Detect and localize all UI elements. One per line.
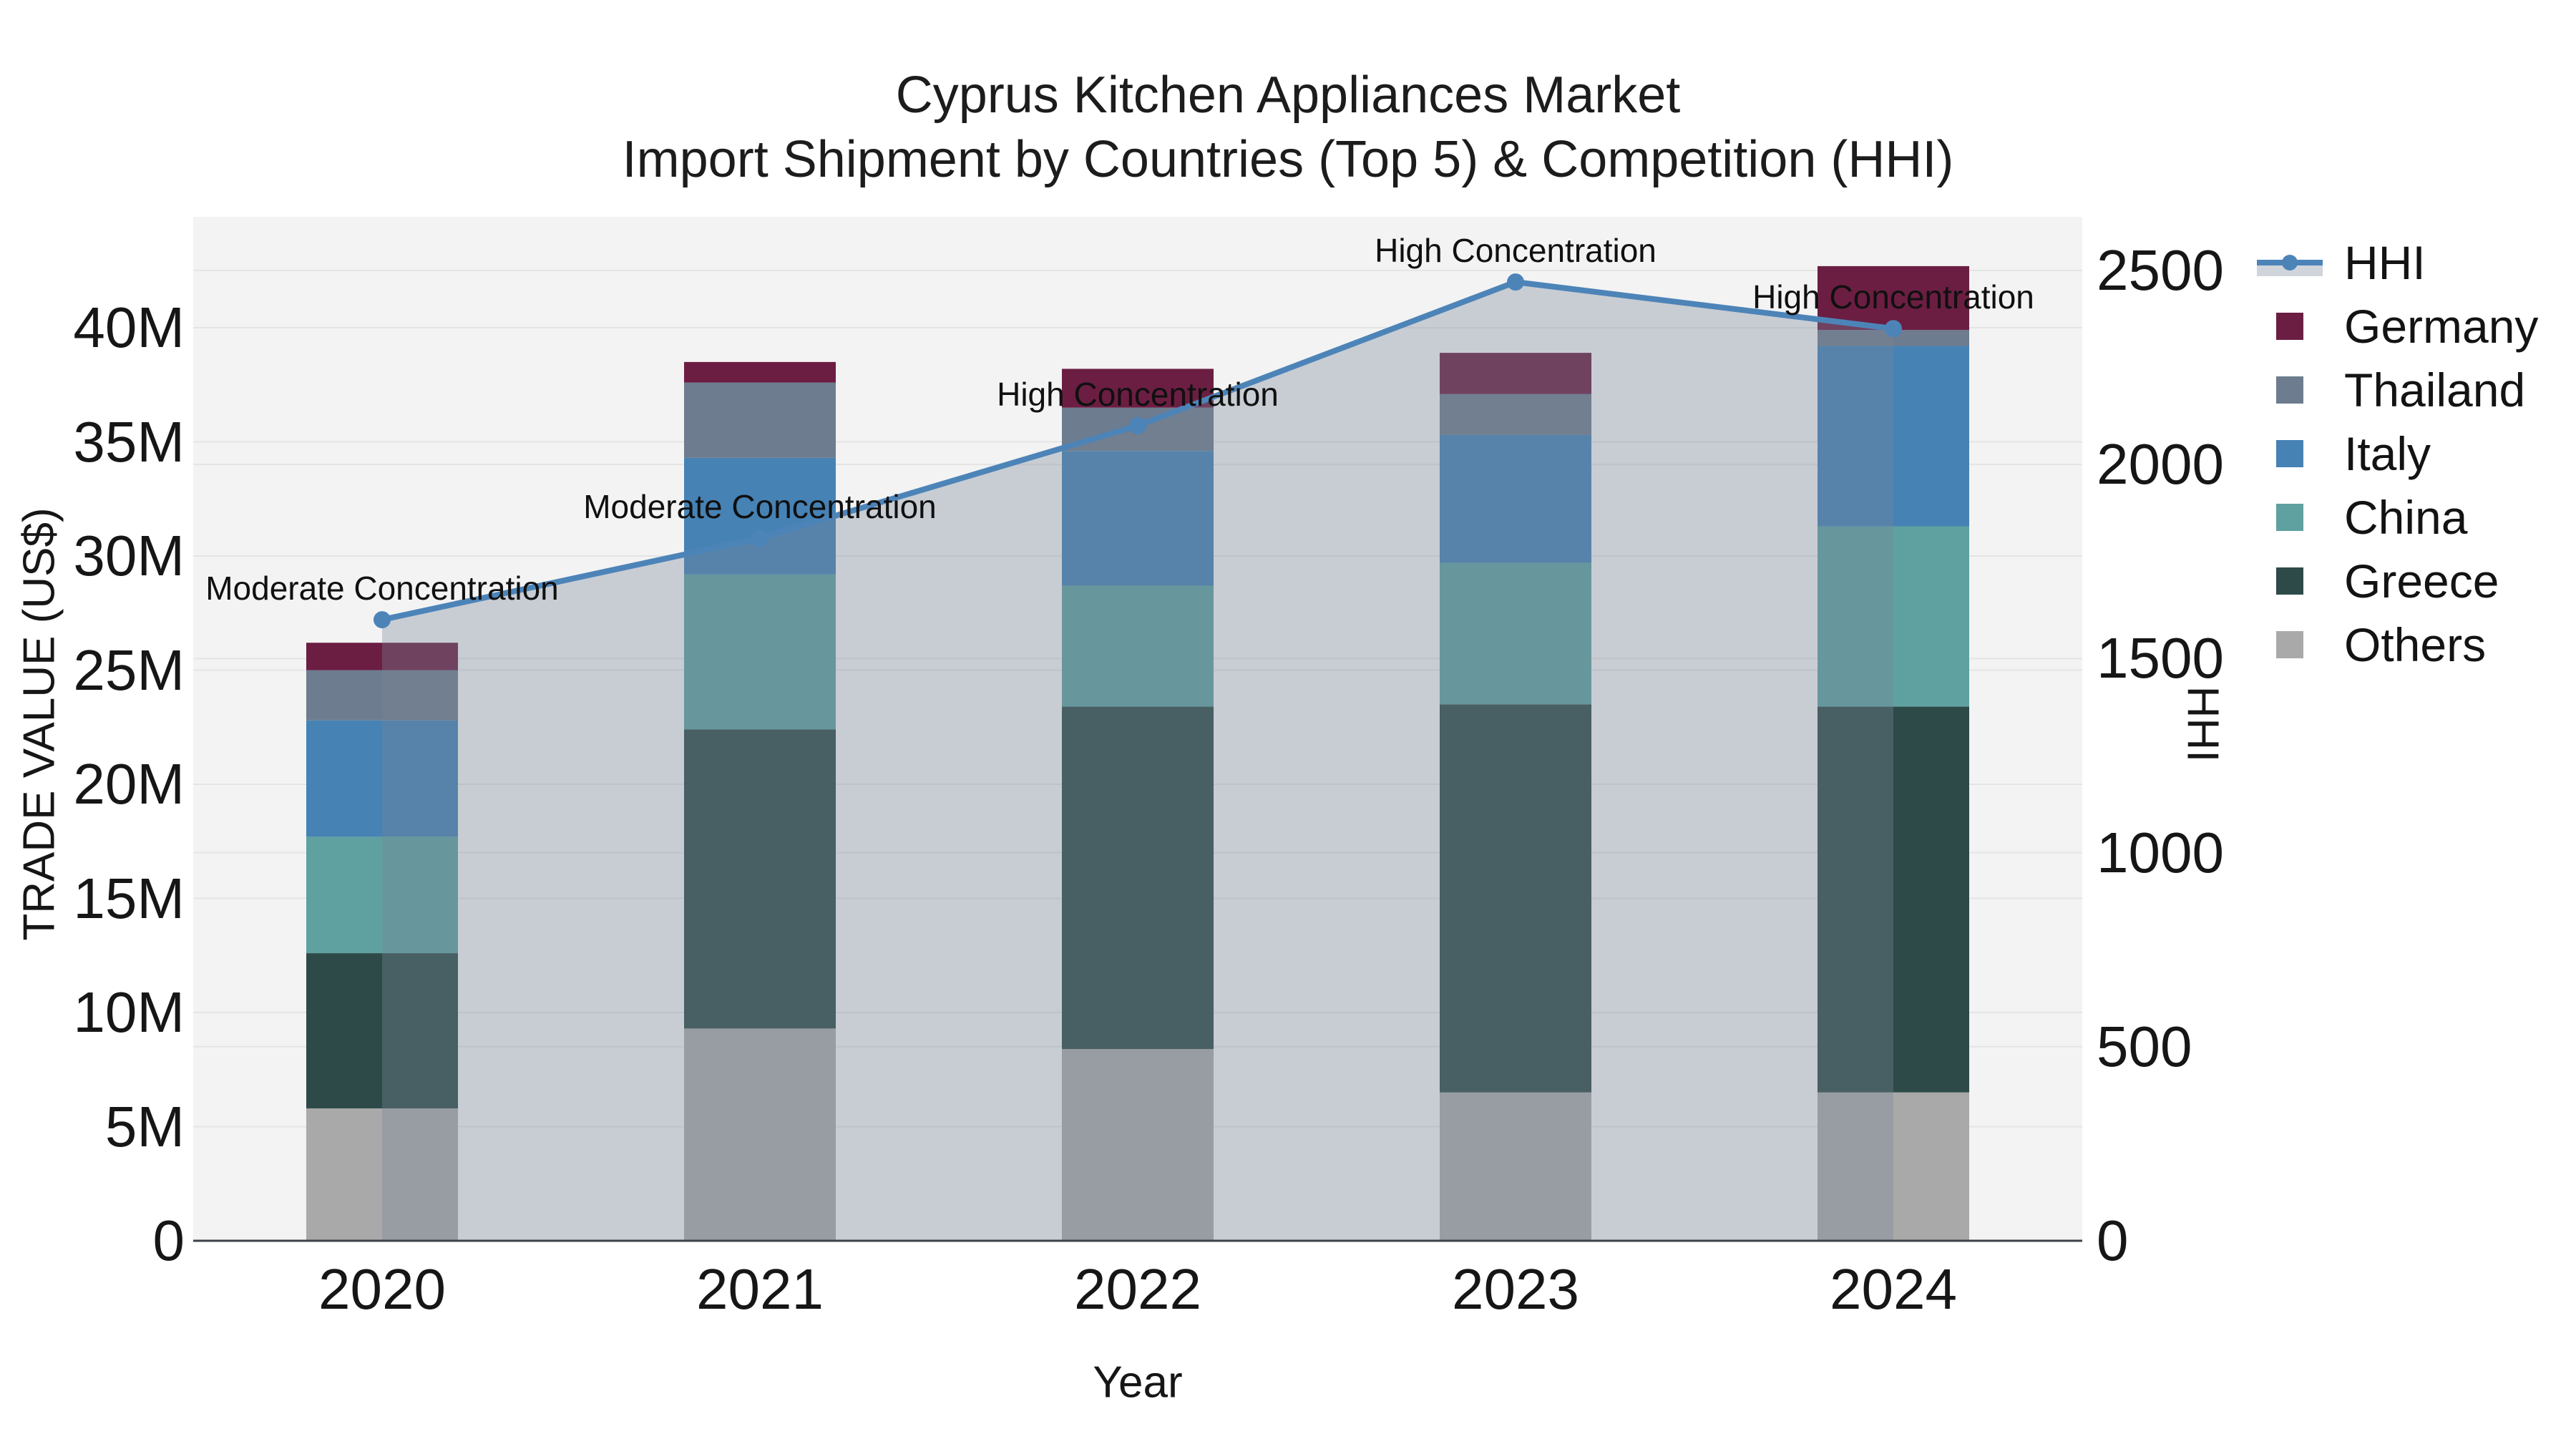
y1-tick-label-40M: 40M <box>73 296 185 360</box>
china-swatch-icon <box>2254 503 2326 531</box>
y2-tick-label-1000: 1000 <box>2097 820 2224 884</box>
hhi-line-sample-icon <box>2254 248 2326 277</box>
y1-tick-label-35M: 35M <box>73 409 185 474</box>
bar-2023-thailand[interactable] <box>1440 394 1591 435</box>
y1-tick-label-20M: 20M <box>73 752 185 816</box>
legend-label: HHI <box>2344 235 2426 289</box>
legend-item-greece[interactable]: Greece <box>2254 549 2538 613</box>
y1-tick-label-15M: 15M <box>73 866 185 930</box>
bar-2023-greece[interactable] <box>1440 704 1591 1093</box>
bar-2021-greece[interactable] <box>684 729 836 1029</box>
x-tick-label-2023: 2023 <box>1452 1257 1579 1321</box>
y2-tick-label-2000: 2000 <box>2097 432 2224 497</box>
germany-swatch-icon <box>2254 312 2326 340</box>
legend-item-others[interactable]: Others <box>2254 613 2538 676</box>
bar-2024-china[interactable] <box>1818 526 1969 707</box>
y1-tick-label-5M: 5M <box>104 1094 185 1158</box>
bar-2020-others[interactable] <box>306 1108 458 1241</box>
bar-2023-germany[interactable] <box>1440 353 1591 394</box>
y-axis-title-left: TRADE VALUE (US$) <box>14 507 64 941</box>
bar-2020-thailand[interactable] <box>306 670 458 721</box>
bar-2021-italy[interactable] <box>684 457 836 575</box>
greece-swatch-icon <box>2254 567 2326 595</box>
bar-2023-others[interactable] <box>1440 1092 1591 1241</box>
legend-label: Germany <box>2344 299 2539 353</box>
legend-label: Italy <box>2344 426 2431 480</box>
bar-2022-others[interactable] <box>1062 1049 1214 1241</box>
bar-2022-greece[interactable] <box>1062 706 1214 1050</box>
x-tick-label-2021: 2021 <box>696 1257 824 1321</box>
legend: HHI Germany Thailand Italy China Greece Others <box>2254 230 2538 676</box>
annotation-2022: High Concentration <box>997 375 1279 413</box>
chart-title: Cyprus Kitchen Appliances Market Import … <box>0 63 2576 192</box>
x-axis-title: Year <box>1093 1357 1183 1407</box>
hhi-marker-2024[interactable] <box>1885 320 1902 338</box>
legend-item-germany[interactable]: Germany <box>2254 294 2538 358</box>
bar-2024-others[interactable] <box>1818 1092 1969 1241</box>
bar-2024-greece[interactable] <box>1818 706 1969 1093</box>
bar-2022-italy[interactable] <box>1062 451 1214 586</box>
hhi-marker-2022[interactable] <box>1129 416 1146 434</box>
bar-2020-italy[interactable] <box>306 720 458 837</box>
italy-swatch-icon <box>2254 439 2326 467</box>
legend-item-china[interactable]: China <box>2254 485 2538 549</box>
annotation-2020: Moderate Concentration <box>205 570 559 608</box>
x-tick-label-2024: 2024 <box>1830 1257 1957 1321</box>
bar-2023-italy[interactable] <box>1440 434 1591 563</box>
bar-2021-others[interactable] <box>684 1028 836 1241</box>
hhi-marker-2020[interactable] <box>374 611 391 629</box>
chart-title-line2: Import Shipment by Countries (Top 5) & C… <box>622 131 1954 188</box>
y1-tick-label-30M: 30M <box>73 524 185 588</box>
y2-tick-label-500: 500 <box>2097 1014 2192 1078</box>
legend-item-hhi[interactable]: HHI <box>2254 230 2538 294</box>
hhi-marker-2023[interactable] <box>1507 273 1524 291</box>
bar-2024-thailand[interactable] <box>1818 330 1969 346</box>
bar-2020-china[interactable] <box>306 836 458 954</box>
legend-label: Greece <box>2344 554 2499 608</box>
bar-2020-germany[interactable] <box>306 643 458 670</box>
bar-2023-china[interactable] <box>1440 562 1591 705</box>
annotation-2021: Moderate Concentration <box>583 488 937 526</box>
bar-2021-china[interactable] <box>684 574 836 730</box>
legend-item-thailand[interactable]: Thailand <box>2254 358 2538 421</box>
bar-2024-italy[interactable] <box>1818 346 1969 527</box>
y-axis-title-right: HHI <box>2177 686 2228 763</box>
bar-2021-thailand[interactable] <box>684 382 836 458</box>
bar-2022-germany[interactable] <box>1062 369 1214 408</box>
legend-label: Others <box>2344 618 2487 671</box>
hhi-marker-2021[interactable] <box>751 530 769 547</box>
legend-label: China <box>2344 490 2468 544</box>
y1-tick-label-25M: 25M <box>73 638 185 702</box>
y2-tick-label-1500: 1500 <box>2097 626 2224 691</box>
y1-tick-label-0: 0 <box>152 1209 185 1272</box>
annotation-2024: High Concentration <box>1752 278 2034 316</box>
bar-2022-china[interactable] <box>1062 585 1214 707</box>
x-tick-label-2020: 2020 <box>318 1257 446 1321</box>
annotation-2023: High Concentration <box>1375 232 1657 270</box>
legend-item-italy[interactable]: Italy <box>2254 421 2538 485</box>
bar-2024-germany[interactable] <box>1818 265 1969 331</box>
others-swatch-icon <box>2254 630 2326 658</box>
bar-2020-greece[interactable] <box>306 953 458 1108</box>
x-tick-label-2022: 2022 <box>1074 1257 1201 1321</box>
y2-tick-label-2500: 2500 <box>2097 238 2224 302</box>
y2-tick-label-0: 0 <box>2097 1209 2129 1272</box>
legend-label: Thailand <box>2344 363 2526 416</box>
y1-tick-label-10M: 10M <box>73 980 185 1044</box>
hhi-area-fill <box>382 282 1893 1241</box>
bar-2021-germany[interactable] <box>684 361 836 383</box>
chart-title-line1: Cyprus Kitchen Appliances Market <box>895 67 1681 124</box>
thailand-swatch-icon <box>2254 376 2326 404</box>
